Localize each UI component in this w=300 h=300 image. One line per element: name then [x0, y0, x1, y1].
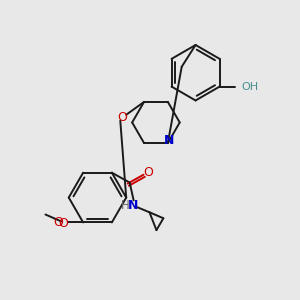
Text: OH: OH: [242, 82, 259, 92]
Text: N: N: [164, 134, 174, 147]
Text: O: O: [53, 216, 63, 229]
Text: methoxy: methoxy: [53, 219, 60, 220]
Text: O: O: [58, 217, 68, 230]
Text: O: O: [117, 111, 127, 124]
Text: H: H: [122, 199, 130, 212]
Text: N: N: [128, 199, 138, 212]
Text: O: O: [144, 166, 154, 179]
